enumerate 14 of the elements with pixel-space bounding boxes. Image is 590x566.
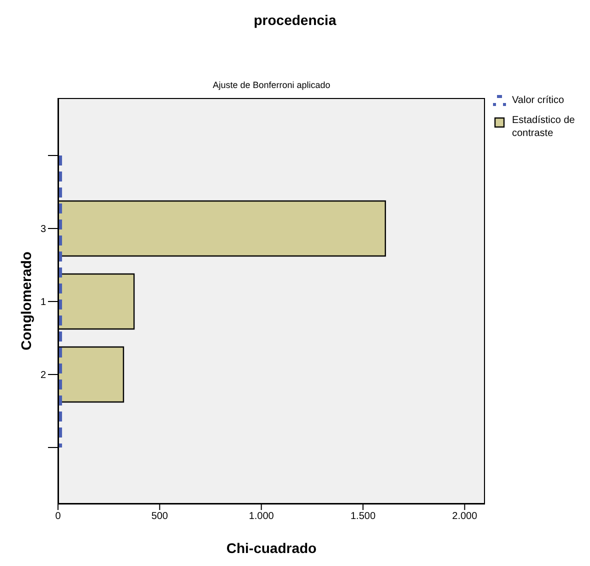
x-axis-title: Chi-cuadrado — [225, 540, 318, 556]
x-tick-label: 500 — [151, 511, 168, 522]
y-tick-label: 2 — [40, 370, 46, 382]
chart-title: procedencia — [252, 12, 338, 28]
x-tick-label: 0 — [55, 511, 62, 522]
x-tick-label: 1.500 — [350, 511, 376, 522]
x-tick-label: 1.000 — [248, 511, 274, 522]
legend-label: Estadístico de contraste — [512, 114, 576, 140]
chart-subtitle: Ajuste de Bonferroni aplicado — [212, 80, 332, 90]
legend-label: Valor crítico — [512, 94, 564, 107]
y-tick-label: 3 — [40, 224, 46, 236]
x-tick-label: 2.000 — [452, 511, 478, 522]
y-tick-label: 1 — [40, 297, 46, 308]
y-axis-title: Conglomerado — [18, 252, 34, 350]
